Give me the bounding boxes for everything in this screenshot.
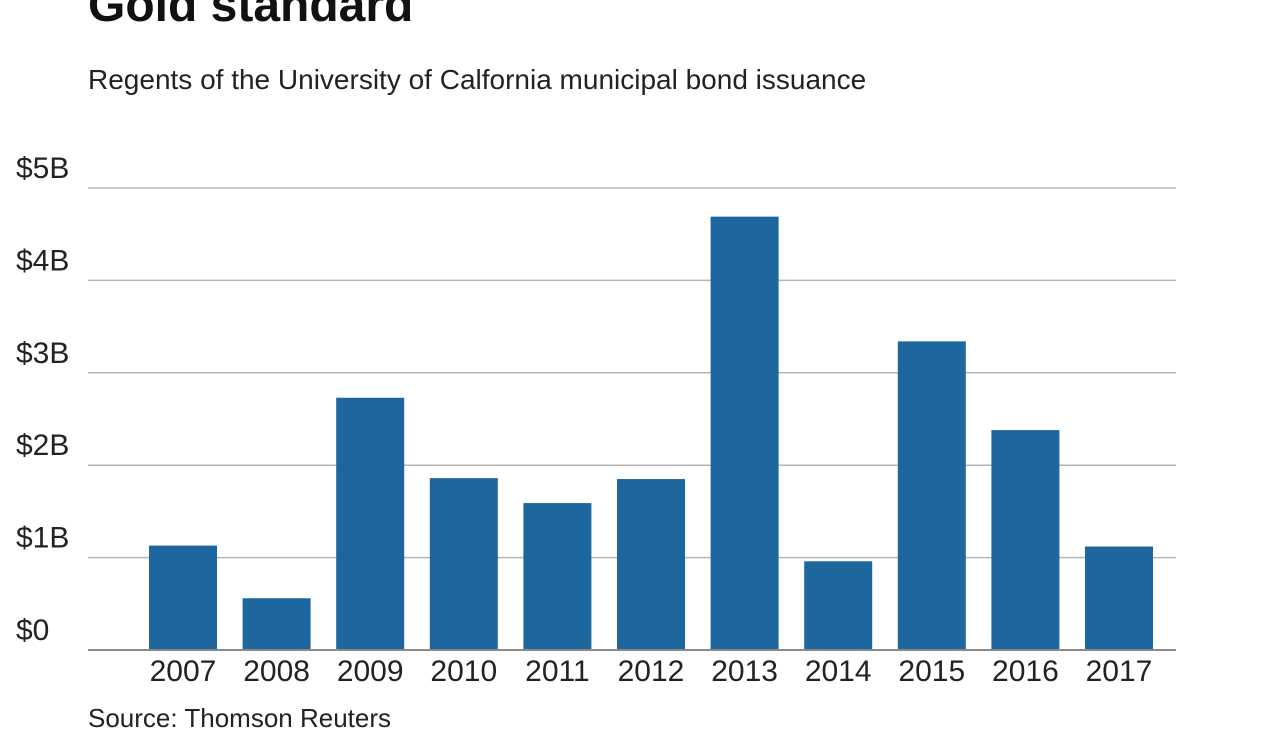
x-tick-label: 2011: [525, 655, 590, 688]
bar-2008: [242, 598, 311, 650]
chart-subtitle: Regents of the University of Calfornia m…: [88, 64, 867, 95]
bar-2015: [897, 341, 966, 650]
bar-2012: [617, 479, 685, 650]
y-tick-label: $5B: [16, 152, 69, 185]
x-tick-label: 2013: [711, 655, 778, 688]
x-tick-label: 2009: [337, 655, 404, 688]
x-tick-label: 2007: [150, 655, 217, 688]
bar-2009: [336, 397, 405, 650]
bar-2014: [804, 561, 873, 650]
bars: [149, 216, 1153, 651]
y-tick-label: $4B: [16, 244, 69, 277]
bar-2010: [429, 478, 498, 650]
bar-2007: [149, 545, 217, 650]
source-note: Source: Thomson Reuters: [88, 703, 391, 733]
bar-2011: [523, 503, 592, 650]
x-tick-label: 2016: [992, 655, 1059, 688]
y-tick-label: $2B: [16, 429, 69, 462]
x-tick-label: 2014: [805, 655, 872, 688]
x-axis-ticks: 2007 2008 2009 2010 2011 2012 2013 2014 2015 2016…: [150, 655, 1153, 688]
y-axis-ticks: $0 $1B $2B $3B $4B $5B: [16, 152, 69, 647]
y-tick-label: $0: [16, 614, 49, 647]
bar-2017: [1085, 546, 1153, 650]
bar-2013: [710, 216, 779, 651]
y-tick-label: $1B: [16, 522, 69, 555]
x-tick-label: 2015: [898, 655, 965, 688]
x-tick-label: 2008: [243, 655, 310, 688]
bar-2016: [991, 430, 1060, 650]
x-tick-label: 2012: [618, 655, 685, 688]
chart-title: Gold standard: [88, 0, 414, 32]
x-tick-label: 2010: [430, 655, 497, 688]
y-tick-label: $3B: [16, 337, 69, 370]
x-tick-label: 2017: [1086, 655, 1153, 688]
